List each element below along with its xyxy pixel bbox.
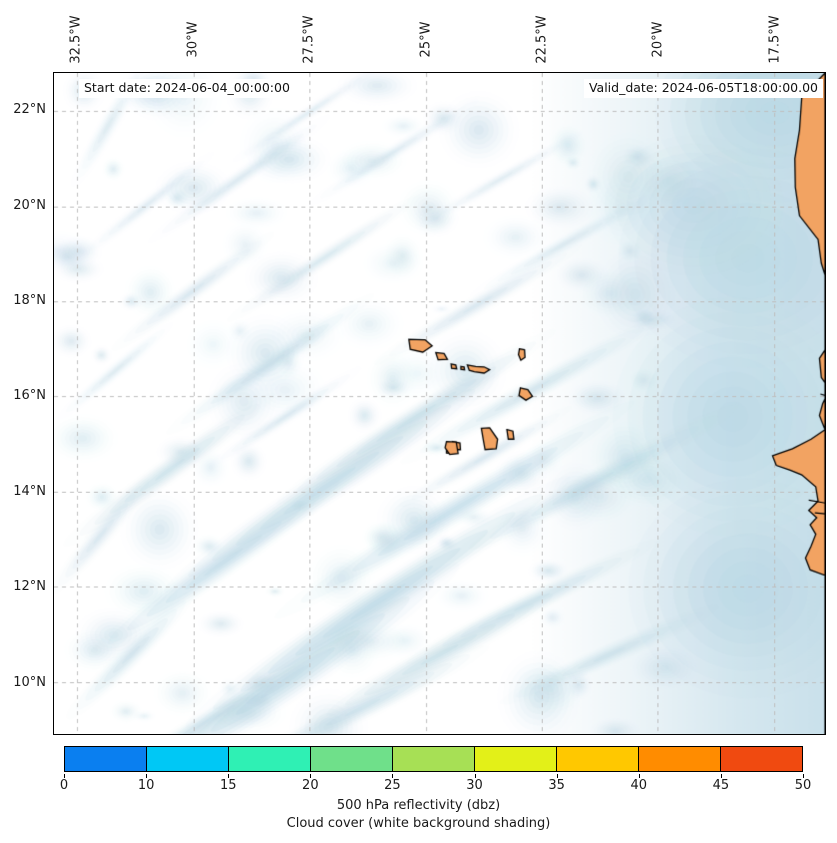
colorbar-tickmark-5	[474, 774, 476, 778]
colorbar-ticks: 0 10 15 20 25 30 35 40 45 50	[60, 774, 811, 794]
lat-tick-label-6: 10°N	[13, 674, 46, 690]
colorbar-segment-0	[65, 747, 146, 771]
lon-tick-label-1: 30°W	[185, 21, 201, 58]
colorbar-container: 0 10 15 20 25 30 35 40 45 50	[60, 746, 811, 794]
colorbar-ticklabel-7: 40	[630, 778, 648, 793]
colorbar-segment-5	[474, 747, 556, 771]
colorbar-tickmark-3	[310, 774, 312, 778]
colorbar-tickmark-8	[720, 774, 722, 778]
lat-tick-label-4: 14°N	[13, 483, 46, 499]
colorbar-ticklabel-9: 50	[794, 778, 812, 793]
lat-tick-label-3: 16°N	[13, 388, 46, 404]
lat-tick-label-5: 12°N	[13, 579, 46, 595]
colorbar-ticklabel-4: 25	[384, 778, 401, 793]
colorbar-tickmark-6	[556, 774, 558, 778]
colorbar-ticklabel-8: 45	[712, 778, 730, 793]
lon-tick-label-2: 27.5°W	[301, 15, 317, 64]
caption-line-1: 500 hPa reflectivity (dbz)	[336, 798, 501, 813]
lon-tick-label-3: 25°W	[418, 21, 434, 58]
map-plot-area[interactable]: Start date: 2024-06-04_00:00:00 Valid_da…	[53, 72, 826, 735]
colorbar-ticklabel-3: 20	[302, 778, 319, 793]
colorbar-tickmark-7	[638, 774, 640, 778]
colorbar-segment-3	[310, 747, 392, 771]
colorbar-segment-7	[638, 747, 720, 771]
colorbar-segment-8	[720, 747, 802, 771]
colorbar-ticklabel-0: 0	[59, 778, 69, 793]
colorbar-tickmark-0	[64, 774, 65, 778]
colorbar-ticklabel-1: 10	[137, 778, 155, 793]
colorbar-ticklabel-5: 30	[466, 778, 483, 793]
colorbar-ticklabel-2: 15	[219, 778, 237, 793]
lon-tick-label-4: 22.5°W	[534, 15, 550, 64]
colorbar-tickmark-2	[228, 774, 230, 778]
caption-line-2: Cloud cover (white background shading)	[286, 815, 551, 831]
lat-tick-label-1: 20°N	[13, 197, 46, 213]
colorbar-tickmark-9	[803, 774, 804, 778]
colorbar-segment-4	[392, 747, 474, 771]
valid-date-annotation: Valid_date: 2024-06-05T18:00:00.00	[583, 79, 823, 99]
colorbar-tickmark-4	[392, 774, 394, 778]
colorbar-segment-1	[146, 747, 228, 771]
lon-tick-label-5: 20°W	[650, 21, 666, 58]
lon-tick-label-6: 17.5°W	[767, 15, 783, 64]
map-raster	[54, 73, 825, 734]
colorbar-segment-2	[228, 747, 310, 771]
colorbar-segment-6	[556, 747, 638, 771]
colorbar-gradient[interactable]	[64, 746, 803, 772]
colorbar-caption: 500 hPa reflectivity (dbz) Cloud cover (…	[0, 797, 837, 832]
lat-tick-label-2: 18°N	[13, 292, 46, 308]
colorbar-ticklabel-6: 35	[548, 778, 565, 793]
start-date-annotation: Start date: 2024-06-04_00:00:00	[79, 79, 295, 99]
lon-tick-label-0: 32.5°W	[68, 15, 84, 64]
lat-tick-label-0: 22°N	[13, 102, 46, 118]
colorbar-tickmark-1	[146, 774, 148, 778]
